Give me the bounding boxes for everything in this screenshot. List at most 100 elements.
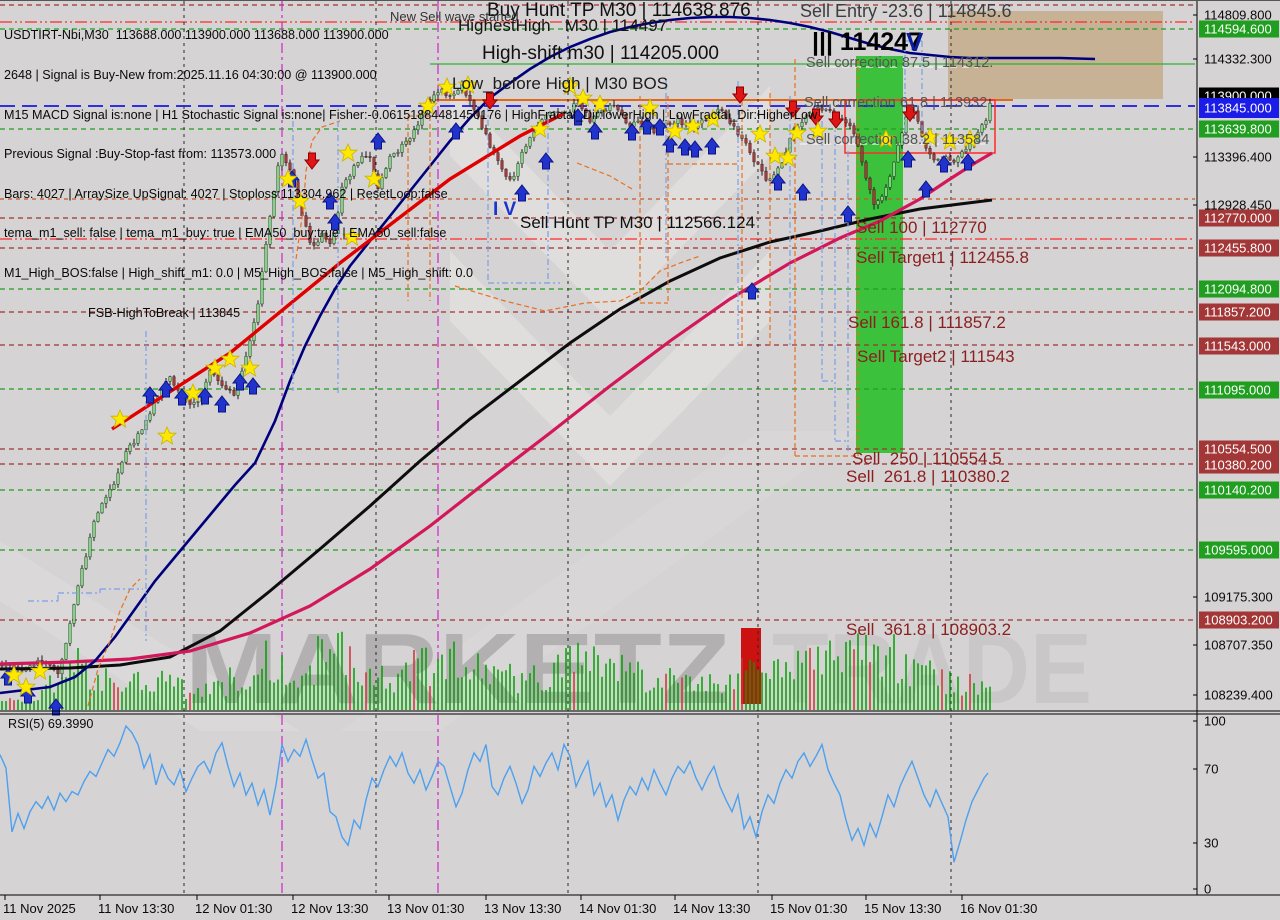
- star-signal-icon: [764, 145, 786, 165]
- star-signal-icon: [457, 74, 479, 94]
- candle-body: [496, 152, 500, 161]
- candle-body: [324, 232, 328, 240]
- candle-body: [332, 233, 336, 244]
- buy-arrow-icon: [959, 153, 977, 171]
- candle-body: [652, 128, 656, 134]
- candle-body: [804, 116, 808, 123]
- candle-body: [500, 160, 504, 170]
- candle-body: [752, 152, 756, 163]
- candle-body: [248, 340, 252, 357]
- buy-arrow-icon: [141, 386, 159, 404]
- buy-arrow-icon: [213, 395, 231, 413]
- star-signal-icon: [939, 130, 961, 150]
- candle-body: [960, 151, 964, 158]
- candle-body: [544, 114, 548, 120]
- watermark-text-right: TRADE: [772, 613, 1092, 725]
- candle-body: [916, 110, 920, 122]
- candle-body: [700, 119, 704, 124]
- price-badge: [1199, 337, 1279, 355]
- candle-body: [552, 111, 556, 113]
- candle-body: [364, 156, 368, 158]
- candle-body: [620, 109, 624, 115]
- sell-arrow-icon: [807, 108, 825, 126]
- buy-arrow-icon: [899, 150, 917, 168]
- candle-body: [92, 521, 96, 538]
- candle-body: [256, 303, 260, 323]
- candle-body: [404, 141, 408, 145]
- star-signal-icon: [572, 87, 594, 107]
- time-axis-label: 15 Nov 01:30: [770, 901, 847, 916]
- candle-body: [264, 244, 268, 273]
- price-badge: [1199, 481, 1279, 499]
- candle-body: [612, 104, 616, 107]
- candle-body: [592, 116, 596, 123]
- candle-body: [504, 168, 508, 177]
- candle-body: [616, 105, 620, 111]
- candle-body: [896, 144, 900, 163]
- price-badge: [1199, 280, 1279, 298]
- sell-arrow-icon: [481, 92, 499, 110]
- ma-black-line: [0, 198, 993, 671]
- price-axis-label: 114332.300: [1204, 52, 1272, 67]
- candle-body: [468, 95, 472, 101]
- price-badge-label: 109595.000: [1204, 543, 1273, 558]
- candle-body: [208, 369, 212, 383]
- price-badge-label: 112455.800: [1204, 241, 1272, 256]
- candle-body: [868, 177, 872, 190]
- candle-body: [96, 512, 100, 522]
- star-signal-icon: [559, 75, 581, 95]
- supply-zone: [948, 11, 1163, 99]
- candle-body: [488, 133, 492, 148]
- rsi-line: [0, 724, 989, 863]
- candle-body: [328, 238, 332, 244]
- candle-body: [824, 109, 828, 111]
- candle-body: [984, 120, 988, 125]
- candle-body: [456, 90, 460, 95]
- watermark-band: [340, 431, 860, 731]
- buy-arrow-icon: [369, 132, 387, 150]
- candle-body: [172, 376, 176, 386]
- candle-body: [192, 402, 196, 405]
- candle-body: [588, 112, 592, 123]
- candle-body: [124, 451, 128, 463]
- star-signal-icon: [786, 122, 808, 142]
- rsi-pane[interactable]: [0, 714, 1195, 895]
- candle-body: [228, 389, 232, 391]
- candle-body: [472, 100, 476, 110]
- candle-body: [276, 165, 280, 192]
- price-axis-label: 112928.450: [1204, 198, 1272, 213]
- candle-body: [860, 145, 864, 163]
- buy-arrow-icon: [623, 123, 641, 141]
- candle-body: [568, 111, 572, 114]
- candle-body: [800, 122, 804, 127]
- envelope-dashed-line: [576, 162, 633, 190]
- bos-break-box: [844, 99, 996, 154]
- candle-body: [232, 390, 236, 396]
- buy-arrow-icon: [686, 140, 704, 158]
- candle-body: [964, 149, 968, 152]
- price-badge: [1199, 98, 1279, 118]
- star-signal-icon: [749, 123, 771, 143]
- star-signal-icon: [436, 76, 458, 96]
- star-signal-icon: [702, 108, 724, 128]
- candle-body: [508, 176, 512, 180]
- star-signal-icon: [777, 147, 799, 167]
- candle-body: [668, 122, 672, 125]
- candle-body: [56, 669, 60, 674]
- buy-arrow-icon: [447, 122, 465, 140]
- candle-body: [636, 120, 640, 123]
- candle-body: [732, 123, 736, 127]
- star-signal-icon: [664, 120, 686, 140]
- candle-body: [888, 176, 892, 188]
- candle-body: [120, 461, 124, 474]
- candle-body: [100, 503, 104, 514]
- candle-body: [272, 191, 276, 217]
- time-axis-label: 12 Nov 01:30: [195, 901, 272, 916]
- price-badge-label: 108903.200: [1204, 613, 1273, 628]
- price-badge-label: 111543.000: [1204, 339, 1271, 354]
- star-signal-icon: [29, 660, 51, 680]
- buy-arrow-icon: [703, 137, 721, 155]
- buy-arrow-icon: [513, 184, 531, 202]
